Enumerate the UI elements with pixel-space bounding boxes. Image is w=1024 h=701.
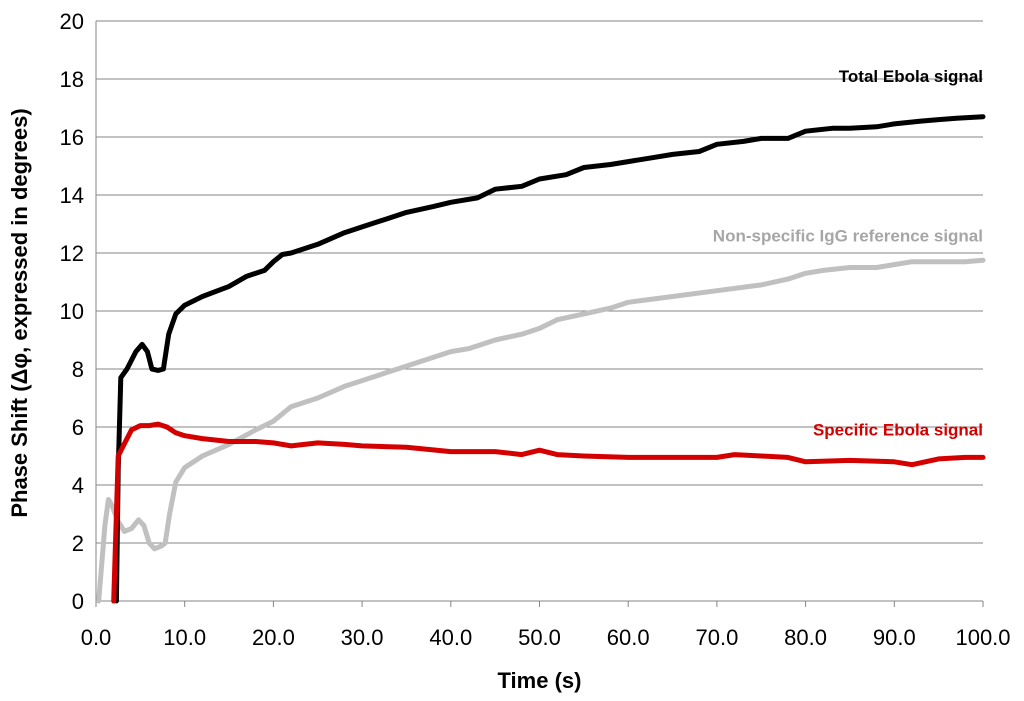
x-tick-label: 10.0 <box>163 625 206 650</box>
x-tick-label: 30.0 <box>341 625 384 650</box>
y-tick-label: 2 <box>72 531 84 556</box>
x-tick-label: 70.0 <box>695 625 738 650</box>
series-label: Non-specific IgG reference signal <box>713 226 983 245</box>
y-tick-label: 12 <box>60 241 84 266</box>
x-tick-label: 90.0 <box>873 625 916 650</box>
y-tick-label: 20 <box>60 9 84 34</box>
y-tick-label: 8 <box>72 357 84 382</box>
series-label: Total Ebola signal <box>839 67 983 86</box>
y-tick-label: 4 <box>72 473 84 498</box>
y-tick-label: 6 <box>72 415 84 440</box>
x-tick-label: 80.0 <box>784 625 827 650</box>
gridlines <box>96 20 983 544</box>
y-tick-label: 10 <box>60 299 84 324</box>
x-tick-labels: 0.0 10.0 20.0 30.0 40.0 50.0 60.0 70.0 80.0 90.0 1… <box>81 601 1011 650</box>
x-tick-label: 50.0 <box>518 625 561 650</box>
series-line-1 <box>113 114 986 604</box>
series-lines <box>96 114 986 604</box>
series-label: Specific Ebola signal <box>813 421 983 440</box>
x-axis-title: Time (s) <box>498 668 582 693</box>
x-tick-label: 100.0 <box>955 625 1010 650</box>
series-line-2 <box>111 421 986 604</box>
y-axis-title: Phase Shift (Δφ, expressed in degrees) <box>7 108 32 517</box>
series-line-0 <box>96 257 986 604</box>
y-tick-label: 0 <box>72 589 84 614</box>
x-tick-label: 40.0 <box>429 625 472 650</box>
x-tick-label: 60.0 <box>607 625 650 650</box>
x-tick-label: 20.0 <box>252 625 295 650</box>
y-tick-labels: 0 2 4 6 8 10 12 14 16 18 20 <box>60 9 84 614</box>
y-tick-label: 14 <box>60 183 84 208</box>
y-tick-label: 18 <box>60 67 84 92</box>
series-annotations: Total Ebola signal Non-specific IgG refer… <box>713 67 983 440</box>
x-tick-label: 0.0 <box>81 625 112 650</box>
y-tick-label: 16 <box>60 125 84 150</box>
